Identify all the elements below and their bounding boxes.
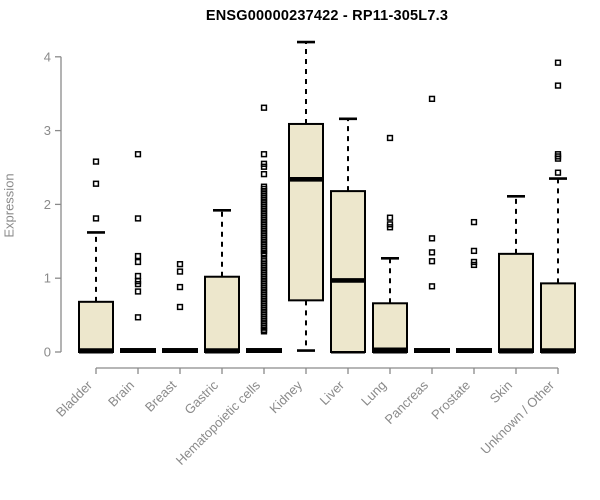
outlier-point: [470, 247, 478, 255]
outlier-point: [92, 180, 100, 187]
outlier-point: [134, 272, 142, 280]
x-tick-label: Liver: [317, 377, 348, 408]
y-tick-label: 1: [44, 271, 51, 286]
box-prostate: [456, 218, 492, 354]
outlier-point: [386, 214, 394, 221]
outlier-point: [428, 258, 436, 265]
outlier-point: [554, 169, 562, 176]
outlier-point: [176, 261, 184, 268]
y-axis: 0 1 2 3 4: [44, 49, 62, 360]
box-pancreas: [414, 95, 450, 354]
x-tick-label: Skin: [487, 378, 515, 406]
x-tick-label: Unknown / Other: [478, 377, 558, 457]
outlier-point: [134, 151, 142, 158]
y-tick-label: 3: [44, 123, 51, 138]
box-kidney: [288, 40, 324, 352]
outlier-point: [386, 221, 394, 228]
x-tick-label: Prostate: [428, 378, 473, 423]
outlier-point: [470, 218, 478, 226]
x-tick-label: Brain: [105, 378, 137, 410]
outlier-point: [260, 170, 268, 178]
outlier-point: [554, 151, 562, 158]
y-tick-label: 0: [44, 345, 51, 360]
outlier-point: [428, 283, 436, 290]
outlier-point: [470, 258, 478, 266]
x-tick-label: Kidney: [266, 377, 305, 416]
outlier-point: [134, 314, 142, 321]
x-tick-label: Gastric: [181, 377, 221, 417]
outlier-point: [176, 303, 184, 311]
outlier-point: [92, 158, 100, 165]
y-tick-label: 4: [44, 49, 51, 64]
outlier-point: [134, 252, 142, 260]
box-liver: [330, 117, 366, 354]
outlier-point: [134, 258, 142, 266]
outlier-point: [260, 163, 268, 170]
outlier-point: [176, 268, 184, 275]
x-tick-label: Lung: [358, 378, 389, 409]
chart-title: ENSG00000237422 - RP11-305L7.3: [205, 8, 449, 24]
box-skin: [498, 194, 534, 354]
outlier-point: [92, 215, 100, 222]
outlier-point: [260, 328, 268, 335]
outlier-point: [134, 288, 142, 295]
outlier-point: [134, 215, 142, 222]
outlier-point: [428, 249, 436, 256]
outlier-point: [554, 59, 562, 66]
outlier-point: [428, 235, 436, 242]
outlier-point: [260, 151, 268, 158]
outlier-point: [428, 95, 436, 103]
box-hematopoietic-cells: [246, 104, 282, 354]
outlier-point: [386, 134, 394, 142]
box-bladder: [78, 158, 114, 354]
box-breast: [162, 261, 198, 354]
x-tick-label: Breast: [142, 377, 179, 414]
outlier-point: [260, 104, 268, 111]
outlier-point: [176, 283, 184, 291]
box-brain: [120, 151, 156, 354]
box-unknown-other: [540, 59, 576, 354]
x-tick-label: Bladder: [53, 377, 96, 420]
box-gastric: [204, 209, 240, 354]
outlier-point: [554, 82, 562, 89]
x-tick-label: Pancreas: [382, 377, 432, 427]
y-tick-label: 2: [44, 197, 51, 212]
box-lung: [372, 134, 408, 354]
